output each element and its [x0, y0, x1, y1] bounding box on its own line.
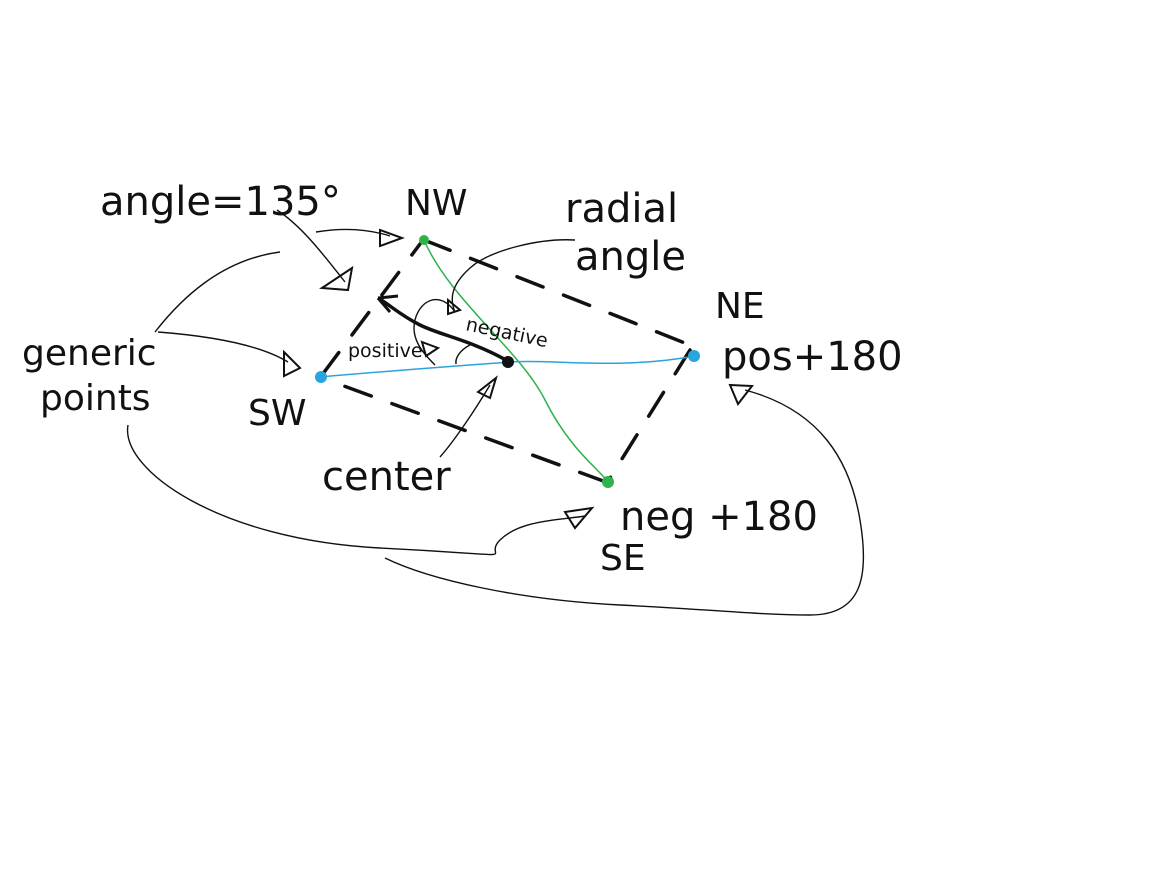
compass-ne-label: NE [715, 286, 765, 327]
radial-label-line1: radial [565, 186, 678, 232]
compass-sw-label: SW [248, 393, 306, 434]
generic-points-label-line1: generic [22, 333, 157, 374]
radial-label-line2: angle [575, 234, 686, 280]
vertex-sw-dot [315, 371, 327, 383]
center-label: center [322, 454, 451, 500]
green-diagonal-line [423, 239, 609, 483]
compass-nw-label: NW [405, 183, 468, 224]
pos180-label: pos+180 [722, 334, 903, 380]
leader-lines [126, 209, 865, 616]
positive-label: positive [348, 340, 423, 362]
vertex-ne-dot [688, 350, 700, 362]
angle-arrow [377, 296, 507, 362]
compass-se-label: SE [600, 538, 646, 579]
neg180-label: neg +180 [620, 494, 818, 540]
positive-arc [455, 344, 471, 365]
angle-arrowhead [376, 294, 399, 313]
generic-points-label-line2: points [40, 378, 151, 419]
vertex-nw-dot [419, 235, 429, 245]
dashed-square [320, 238, 692, 484]
angle-label: angle=135° [100, 179, 341, 225]
vertex-se-dot [602, 476, 614, 488]
arrowheads [283, 228, 754, 530]
